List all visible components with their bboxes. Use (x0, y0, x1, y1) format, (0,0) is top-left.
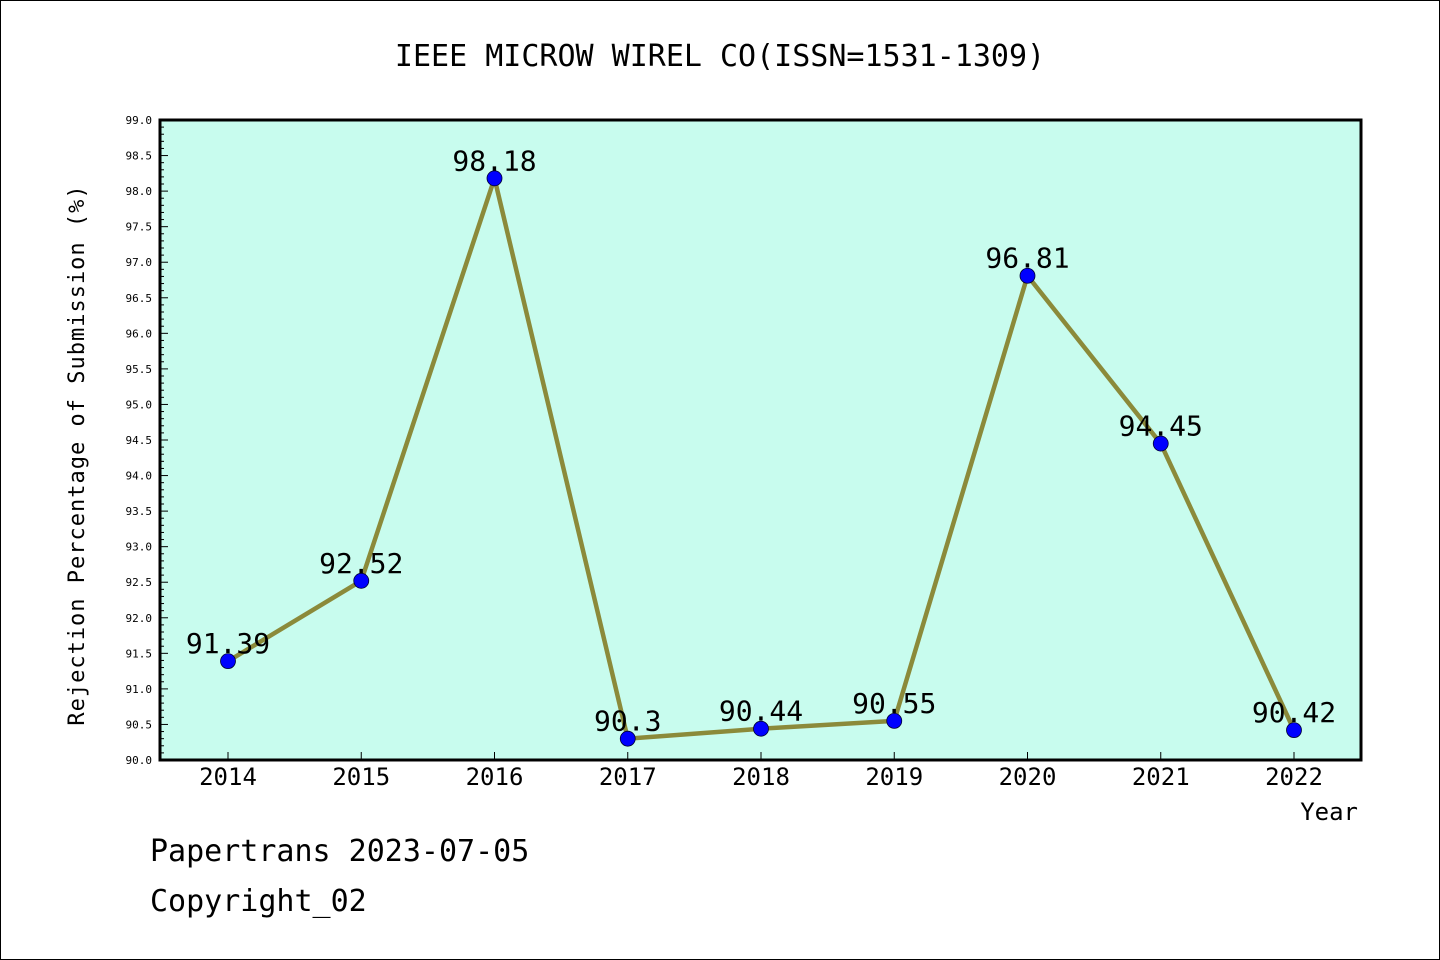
y-tick-label: 97.0 (126, 256, 153, 269)
y-tick-label: 92.5 (126, 576, 153, 589)
y-tick-label: 91.0 (126, 683, 153, 696)
y-tick-label: 90.0 (126, 754, 153, 767)
y-tick-label: 94.0 (126, 470, 153, 483)
series-segment (492, 176, 630, 741)
series-line: 91.39 92.52 98.18 90.3 90.44 90.55 96.81 94.45 9… (186, 144, 1336, 747)
x-tick-label: 2014 (199, 763, 257, 791)
y-tick-label: 90.5 (126, 718, 153, 731)
x-tick-label: 2019 (865, 763, 923, 791)
y-axis: 90.0 90.5 91.0 91.5 92.0 92.5 93.0 93.5 94.0 94.5… (126, 114, 168, 767)
series-segment (625, 726, 764, 741)
footer-copyright: Copyright_02 (150, 884, 367, 919)
chart-title: IEEE MICROW WIREL CO(ISSN=1531-1309) (395, 39, 1045, 74)
y-tick-label: 97.5 (126, 221, 153, 234)
data-point (353, 572, 370, 589)
y-tick-label: 93.0 (126, 541, 153, 554)
y-axis-label: Rejection Percentage of Submission (%) (65, 184, 90, 725)
data-label: 98.18 (452, 144, 536, 177)
x-tick-label: 2015 (332, 763, 390, 791)
x-tick-label: 2022 (1265, 763, 1323, 791)
x-axis: 2014 2015 2016 2017 2018 2019 2020 2021 2022 (199, 752, 1323, 791)
x-tick-label: 2020 (999, 763, 1057, 791)
y-tick-label: 95.0 (126, 398, 153, 411)
data-label: 90.42 (1252, 696, 1336, 729)
data-label: 92.52 (319, 547, 403, 580)
data-point (1286, 722, 1302, 739)
series-segment (359, 176, 497, 584)
data-point (220, 653, 236, 670)
y-tick-label: 92.0 (126, 612, 153, 625)
data-point (619, 730, 636, 747)
y-tick-label: 94.5 (126, 434, 153, 447)
data-label: 96.81 (985, 242, 1069, 275)
data-point (1019, 267, 1036, 284)
data-point (886, 712, 903, 729)
y-tick-label: 99.0 (126, 114, 153, 127)
series-segment (225, 578, 364, 664)
series-segment (1025, 273, 1163, 446)
x-tick-label: 2016 (466, 763, 524, 791)
y-tick-label: 91.5 (126, 647, 153, 660)
data-point (753, 720, 769, 737)
y-tick-label: 96.0 (126, 327, 153, 340)
x-tick-label: 2018 (732, 763, 790, 791)
x-tick-label: 2017 (599, 763, 657, 791)
y-tick-label: 95.5 (126, 363, 153, 376)
x-tick-label: 2021 (1132, 763, 1190, 791)
footer-date: Papertrans 2023-07-05 (150, 834, 530, 869)
data-label: 90.55 (852, 687, 936, 720)
series-segment (758, 718, 897, 731)
y-tick-label: 98.0 (126, 185, 153, 198)
series-segment (1158, 441, 1297, 733)
series-segment (892, 273, 1030, 724)
y-tick-label: 93.5 (126, 505, 153, 518)
data-label: 90.3 (594, 705, 661, 738)
y-tick-label: 98.5 (126, 150, 153, 163)
data-label: 91.39 (186, 627, 270, 660)
data-label: 94.45 (1119, 410, 1203, 443)
x-axis-label: Year (1300, 798, 1358, 826)
data-point (1152, 435, 1169, 452)
y-tick-label: 96.5 (126, 292, 153, 305)
data-label: 90.44 (719, 695, 803, 728)
data-point (486, 170, 503, 187)
